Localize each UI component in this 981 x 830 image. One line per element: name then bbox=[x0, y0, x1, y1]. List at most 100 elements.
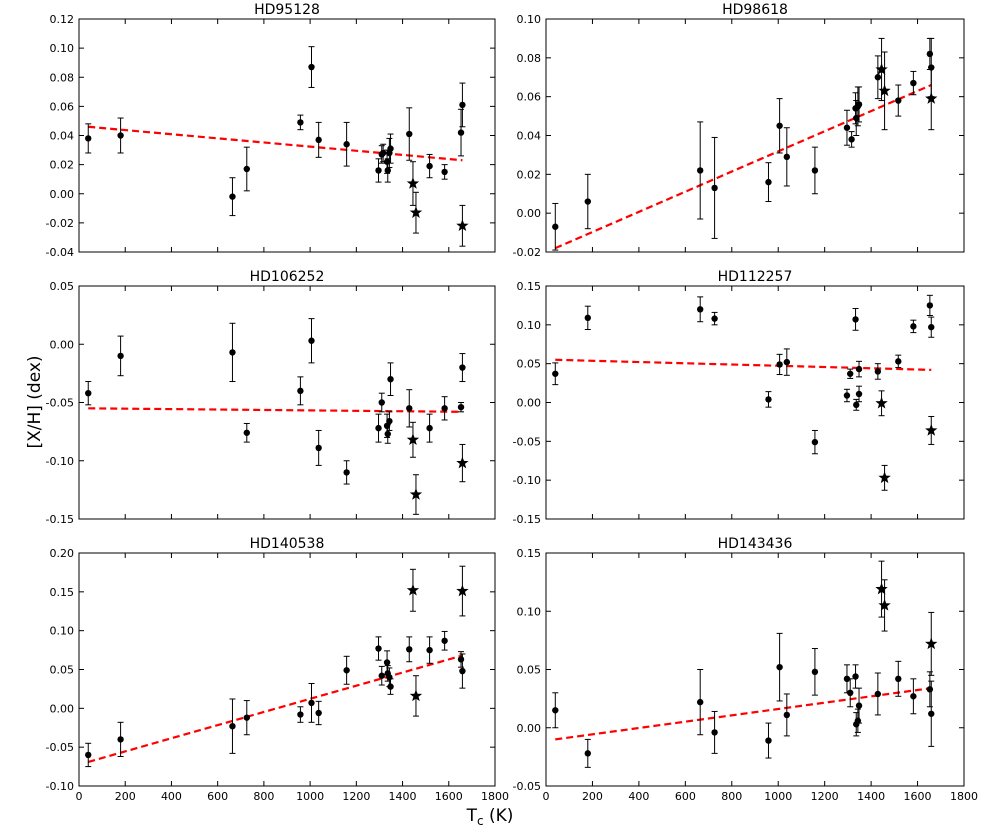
x-tick-label: 600 bbox=[675, 790, 696, 803]
data-point bbox=[776, 663, 783, 671]
x-tick-label: 0 bbox=[76, 790, 83, 803]
data-point bbox=[375, 167, 382, 174]
data-point bbox=[343, 141, 350, 148]
y-tick-label: 0.06 bbox=[50, 100, 75, 113]
fit-line bbox=[554, 84, 932, 250]
data-point bbox=[848, 136, 855, 143]
x-tick-label: 0 bbox=[543, 790, 550, 803]
y-tick-label: 0.15 bbox=[517, 280, 542, 293]
data-point bbox=[441, 405, 448, 412]
y-tick-label: -0.15 bbox=[513, 513, 541, 526]
y-tick-label: 0.06 bbox=[517, 91, 542, 104]
x-tick-label: 1200 bbox=[342, 790, 370, 803]
data-point bbox=[459, 364, 466, 371]
data-point bbox=[696, 167, 704, 174]
y-tick-label: -0.05 bbox=[513, 435, 541, 448]
x-tick-label: 1000 bbox=[764, 790, 792, 803]
y-tick-label: -0.10 bbox=[46, 780, 74, 793]
data-point bbox=[847, 370, 854, 377]
panel-frame bbox=[78, 285, 496, 520]
y-tick-label: 0.10 bbox=[517, 319, 542, 332]
data-point bbox=[384, 167, 391, 174]
fit-line bbox=[88, 407, 463, 413]
star-point bbox=[878, 471, 891, 484]
data-point bbox=[243, 165, 250, 173]
data-point bbox=[297, 387, 304, 395]
panel-3: HD112257 -0.15 -0.10 -0.05 0.00 0.05 0.10 0.15 bbox=[513, 269, 965, 526]
data-point bbox=[457, 656, 465, 663]
data-point bbox=[308, 63, 315, 71]
x-tick-label: 1200 bbox=[811, 790, 839, 803]
y-tick-label: 0.05 bbox=[517, 664, 542, 677]
star-point bbox=[875, 396, 888, 409]
panel-title: HD98618 bbox=[722, 2, 788, 18]
star-point bbox=[406, 177, 420, 189]
data-point bbox=[315, 709, 322, 717]
data-point bbox=[384, 430, 391, 438]
y-tick-label: 0.05 bbox=[517, 358, 542, 371]
x-tick-label: 200 bbox=[582, 790, 603, 803]
x-axis-label: Tc (K) bbox=[466, 806, 514, 828]
data-point bbox=[457, 129, 465, 136]
data-point bbox=[117, 736, 124, 743]
panel-title: HD95128 bbox=[254, 2, 320, 18]
data-point bbox=[926, 302, 934, 309]
data-point bbox=[297, 711, 304, 718]
data-point bbox=[386, 674, 393, 681]
x-axis-label-sub: c bbox=[477, 814, 484, 828]
data-point bbox=[584, 750, 591, 757]
y-tick-label: 0.15 bbox=[50, 586, 75, 599]
panel-2: HD106252 -0.15 -0.10 -0.05 0.00 0.05 bbox=[46, 269, 496, 526]
y-tick-label: -0.02 bbox=[46, 217, 74, 230]
data-point bbox=[843, 124, 851, 131]
y-tick-label: 0.05 bbox=[50, 280, 75, 293]
data-point bbox=[853, 401, 860, 409]
data-point bbox=[811, 167, 819, 174]
y-tick-label: 0.08 bbox=[517, 52, 542, 65]
data-point bbox=[441, 637, 448, 644]
panel-frame bbox=[545, 18, 965, 253]
data-point bbox=[457, 403, 465, 411]
data-point bbox=[895, 675, 902, 683]
x-tick-label: 1400 bbox=[857, 790, 885, 803]
y-tick-label: 0.08 bbox=[50, 71, 75, 84]
panel-4: HD140538 -0.10 -0.05 0.00 0.05 0.10 0.15 0.20 0 2… bbox=[46, 536, 509, 803]
data-point bbox=[315, 444, 322, 452]
data-point bbox=[910, 323, 917, 330]
data-point bbox=[783, 711, 791, 719]
data-point bbox=[117, 132, 124, 139]
y-tick-label: 0.02 bbox=[517, 168, 542, 181]
data-point bbox=[229, 349, 236, 356]
x-axis-label-unit: (K) bbox=[484, 806, 514, 826]
data-point bbox=[379, 149, 387, 157]
data-point bbox=[308, 337, 315, 344]
star-point bbox=[456, 584, 469, 597]
x-tick-label: 600 bbox=[207, 790, 228, 803]
star-point bbox=[878, 84, 891, 97]
data-point bbox=[874, 690, 882, 698]
data-point bbox=[441, 168, 448, 176]
data-point bbox=[711, 184, 718, 192]
panel-frame bbox=[545, 285, 965, 520]
y-tick-label: 0.00 bbox=[517, 397, 542, 410]
x-tick-label: 1800 bbox=[950, 790, 978, 803]
y-tick-label: 0.00 bbox=[517, 722, 542, 735]
data-point bbox=[765, 178, 772, 186]
y-tick-label: 0.20 bbox=[50, 547, 75, 560]
data-point bbox=[895, 358, 902, 365]
data-point bbox=[387, 376, 394, 383]
data-point bbox=[783, 153, 791, 161]
data-point bbox=[243, 714, 250, 721]
star-point bbox=[925, 637, 938, 650]
y-tick-label: 0.10 bbox=[50, 625, 75, 638]
star-point bbox=[878, 598, 891, 611]
panel-frame bbox=[545, 552, 965, 787]
y-tick-label: 0.15 bbox=[517, 547, 542, 560]
data-point bbox=[584, 314, 591, 322]
data-point bbox=[229, 722, 236, 730]
data-point bbox=[855, 702, 863, 709]
y-tick-label: 0.05 bbox=[50, 664, 75, 677]
x-tick-label: 1800 bbox=[481, 790, 509, 803]
data-point bbox=[387, 145, 394, 152]
data-point bbox=[85, 135, 92, 142]
